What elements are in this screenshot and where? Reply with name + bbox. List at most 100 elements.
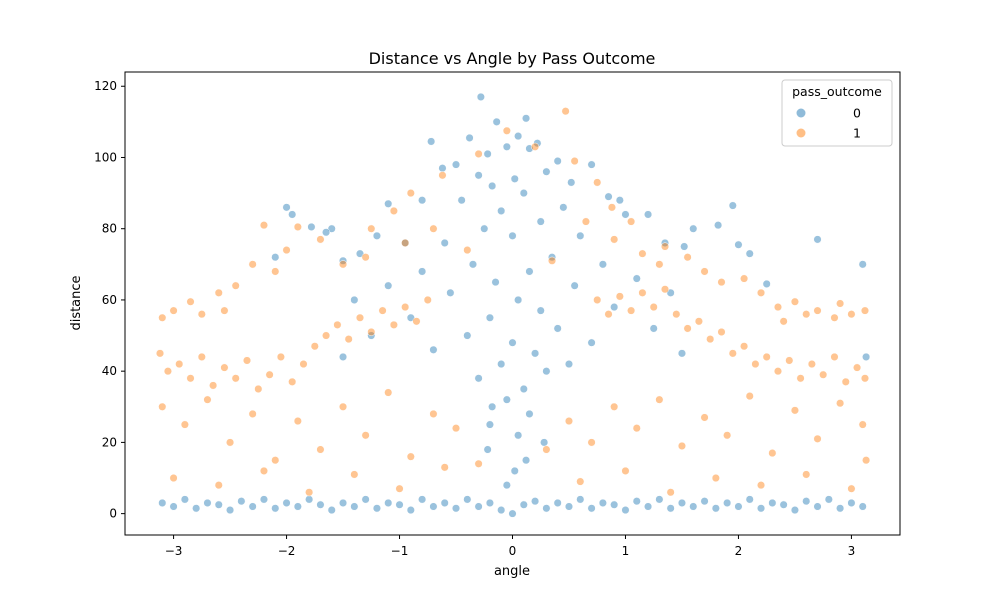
point-series-0-52 bbox=[440, 238, 449, 247]
point-series-1-31 bbox=[773, 303, 783, 312]
point-series-0-14 bbox=[542, 167, 551, 176]
point-series-1-26 bbox=[683, 253, 692, 262]
point-series-1-137 bbox=[576, 477, 585, 486]
point-series-1-4 bbox=[570, 156, 579, 166]
point-series-0-35 bbox=[734, 240, 743, 249]
point-series-0-155 bbox=[510, 466, 519, 475]
point-series-1-116 bbox=[564, 416, 574, 426]
y-axis-label: distance bbox=[69, 275, 84, 330]
y-tick-label-40: 40 bbox=[102, 364, 117, 378]
point-series-1-94 bbox=[807, 360, 816, 369]
point-series-0-103 bbox=[305, 495, 314, 504]
point-series-1-3 bbox=[474, 149, 483, 158]
point-series-0-106 bbox=[338, 498, 348, 508]
point-series-1-21 bbox=[169, 306, 178, 315]
point-series-0-118 bbox=[474, 502, 483, 511]
point-series-1-64 bbox=[310, 342, 319, 351]
point-series-0-121 bbox=[508, 509, 517, 518]
point-series-0-146 bbox=[790, 506, 799, 515]
point-series-1-109 bbox=[361, 431, 370, 440]
point-series-0-72 bbox=[525, 409, 534, 418]
point-series-1-7 bbox=[406, 189, 415, 198]
point-series-0-137 bbox=[689, 502, 698, 511]
point-series-0-60 bbox=[514, 295, 523, 304]
point-series-1-130 bbox=[169, 473, 178, 483]
point-series-0-19 bbox=[604, 192, 613, 201]
point-series-1-100 bbox=[158, 402, 167, 411]
point-series-1-48 bbox=[463, 246, 472, 255]
point-series-0-53 bbox=[508, 231, 517, 240]
point-series-0-122 bbox=[519, 500, 528, 509]
y-axis: 0 20 40 60 80 100 120 bbox=[94, 79, 125, 521]
point-series-1-37 bbox=[830, 313, 839, 322]
point-series-1-45 bbox=[610, 235, 619, 244]
point-series-0-32 bbox=[714, 221, 723, 230]
point-series-0-132 bbox=[632, 497, 641, 506]
point-series-0-112 bbox=[406, 506, 415, 515]
point-series-0-40 bbox=[372, 231, 381, 240]
point-series-1-56 bbox=[220, 363, 229, 372]
point-series-1-23 bbox=[197, 310, 206, 319]
point-series-0-5 bbox=[427, 137, 436, 146]
point-series-0-36 bbox=[745, 249, 754, 258]
point-series-1-32 bbox=[790, 297, 799, 306]
point-series-0-57 bbox=[491, 278, 500, 287]
point-series-1-13 bbox=[293, 222, 302, 231]
point-series-1-40 bbox=[361, 253, 370, 262]
point-series-0-116 bbox=[451, 504, 461, 513]
point-series-1-136 bbox=[440, 463, 449, 472]
point-series-0-59 bbox=[446, 288, 455, 297]
point-series-1-113 bbox=[451, 424, 461, 433]
point-series-0-107 bbox=[350, 502, 359, 511]
point-series-0-86 bbox=[429, 345, 438, 354]
point-series-1-16 bbox=[271, 267, 280, 276]
point-series-1-124 bbox=[745, 392, 754, 401]
point-series-1-53 bbox=[186, 374, 195, 383]
point-series-0-98 bbox=[248, 502, 257, 511]
point-series-1-126 bbox=[790, 406, 799, 415]
x-tick-label-3: 3 bbox=[848, 544, 856, 558]
point-series-1-134 bbox=[350, 470, 359, 479]
y-tick-label-80: 80 bbox=[102, 222, 117, 236]
point-series-0-117 bbox=[463, 495, 472, 504]
point-series-0-7 bbox=[502, 142, 511, 151]
point-series-0-16 bbox=[510, 174, 519, 183]
point-series-0-38 bbox=[813, 235, 822, 244]
point-series-1-39 bbox=[779, 317, 788, 326]
point-series-1-6 bbox=[593, 178, 602, 187]
point-series-1-90 bbox=[762, 352, 771, 361]
point-series-0-136 bbox=[677, 498, 687, 508]
point-series-1-139 bbox=[666, 488, 675, 497]
point-series-0-114 bbox=[429, 502, 438, 511]
point-series-1-59 bbox=[254, 384, 263, 394]
point-series-1-101 bbox=[180, 420, 189, 429]
point-series-0-20 bbox=[615, 196, 624, 205]
point-series-1-105 bbox=[271, 456, 280, 465]
point-series-1-135 bbox=[395, 484, 404, 493]
point-series-0-77 bbox=[632, 274, 641, 283]
point-series-0-89 bbox=[564, 360, 574, 369]
point-series-0-71 bbox=[502, 395, 511, 404]
point-series-0-75 bbox=[598, 260, 607, 269]
point-series-0-23 bbox=[621, 210, 630, 219]
point-series-1-73 bbox=[412, 317, 421, 326]
point-series-1-55 bbox=[209, 381, 218, 390]
y-tick-label-20: 20 bbox=[102, 435, 117, 449]
point-series-1-88 bbox=[740, 342, 749, 351]
point-series-1-43 bbox=[429, 224, 438, 233]
point-series-1-142 bbox=[802, 470, 811, 479]
point-series-0-93 bbox=[192, 504, 201, 513]
point-series-0-27 bbox=[288, 210, 297, 219]
point-series-1-79 bbox=[638, 288, 647, 297]
point-series-1-123 bbox=[723, 431, 732, 440]
point-series-0-150 bbox=[836, 504, 845, 513]
point-series-0-34 bbox=[680, 242, 689, 251]
point-series-1-92 bbox=[785, 356, 794, 365]
point-series-1-102 bbox=[203, 395, 212, 404]
point-series-1-82 bbox=[672, 310, 681, 319]
point-series-1-87 bbox=[728, 349, 737, 358]
point-series-1-54 bbox=[197, 352, 206, 361]
point-series-1-22 bbox=[158, 313, 167, 322]
legend-marker-1 bbox=[796, 128, 806, 138]
